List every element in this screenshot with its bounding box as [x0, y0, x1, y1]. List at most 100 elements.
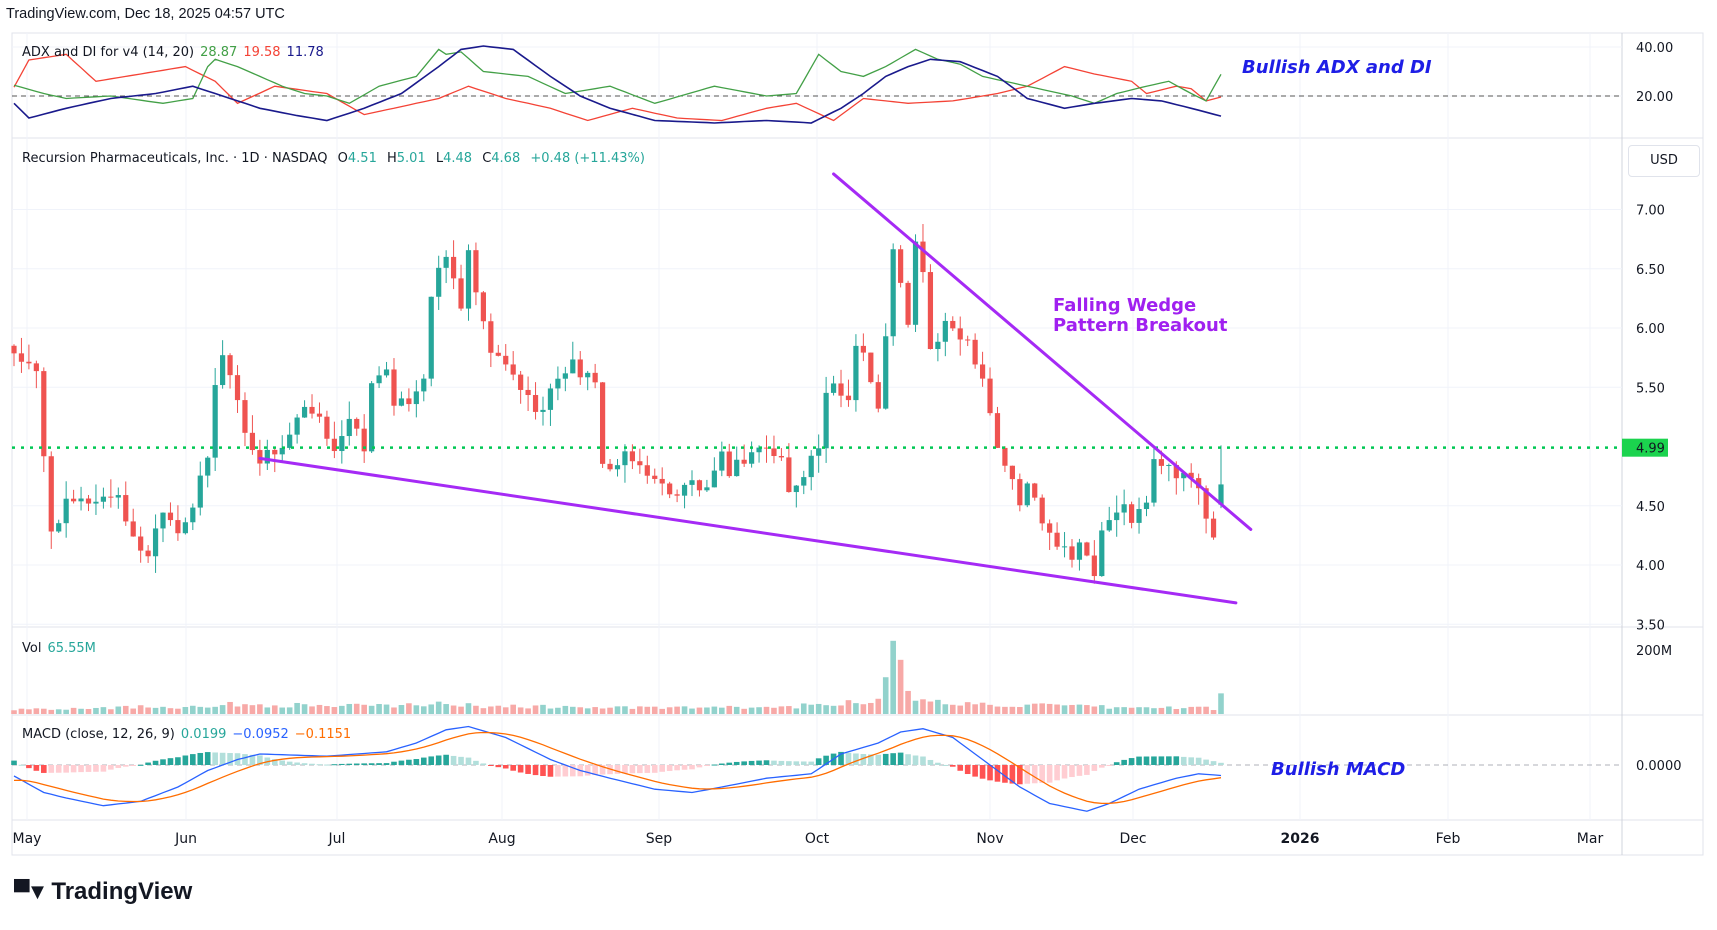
plus-di-value: 28.87 [200, 45, 238, 60]
candle-body [1151, 459, 1157, 503]
volume-bar [309, 706, 315, 714]
volume-bar [905, 690, 911, 714]
macd-histogram-bar [771, 760, 777, 765]
volume-bar [1218, 693, 1224, 714]
time-label: Sep [646, 831, 673, 847]
macd-line [13, 725, 1222, 812]
macd-histogram-bar [100, 765, 107, 772]
candle-body [234, 375, 241, 401]
macd-histogram-bar [1091, 765, 1098, 771]
candle-body [972, 339, 978, 365]
candle-body [1024, 483, 1030, 506]
macd-histogram-bar [622, 765, 628, 774]
macd-histogram-bar [368, 763, 375, 765]
volume-bar [1143, 707, 1150, 714]
volume-bar [532, 705, 539, 714]
volume-bar [525, 708, 531, 714]
volume-bar [1031, 703, 1038, 714]
volume-bar [637, 706, 643, 714]
time-label: Aug [488, 831, 515, 847]
macd-histogram-bar [1113, 762, 1120, 765]
adx-tick-label: 40.00 [1636, 41, 1673, 56]
volume-bar [704, 707, 710, 714]
macd-histogram-bar [286, 761, 293, 765]
low-value: 4.48 [443, 151, 473, 166]
macd-histogram-bar [55, 765, 62, 773]
candle-body [1143, 502, 1150, 510]
volume-bar [1203, 706, 1209, 714]
macd-histogram-bar [346, 763, 353, 765]
time-label: Nov [976, 831, 1003, 847]
macd-histogram-bar [629, 765, 636, 774]
price-tick-label: 6.50 [1636, 263, 1665, 278]
macd-histogram-bar [555, 765, 561, 777]
macd-legend[interactable]: MACD (close, 12, 26, 9) 0.0199 −0.0952 −0.1… [22, 727, 357, 742]
macd-histogram-bar [1203, 759, 1209, 765]
candle-body [1166, 464, 1172, 466]
volume-bar [130, 708, 137, 714]
volume-bar [108, 709, 114, 714]
volume-bar [301, 704, 308, 714]
volume-bar [257, 704, 263, 714]
candle-body [503, 355, 509, 365]
candle-body [11, 345, 17, 354]
candle-body [361, 428, 367, 452]
macd-pane [11, 725, 1622, 812]
adx-legend[interactable]: ADX and DI for v4 (14, 20) 28.87 19.58 11.7… [22, 45, 330, 60]
macd-histogram-bar [331, 764, 338, 766]
macd-histogram-bar [294, 762, 300, 765]
currency-button[interactable]: USD [1628, 145, 1700, 177]
macd-histogram-bar [875, 754, 882, 765]
time-label: Oct [805, 831, 830, 847]
volume-bar [450, 705, 457, 714]
macd-histogram-bar [175, 757, 181, 765]
minus-di-value: 19.58 [243, 45, 281, 60]
macd-histogram-bar [249, 754, 256, 765]
macd-histogram-bar [540, 765, 546, 777]
macd-histogram-bar [85, 765, 92, 772]
volume-bar [659, 708, 666, 714]
macd-histogram-bar [1009, 765, 1016, 784]
candle-body [823, 392, 829, 449]
adx-pane [12, 45, 1622, 124]
plus-di-line [13, 48, 1222, 105]
candle-body [979, 364, 986, 379]
candle-body [749, 452, 755, 464]
candle-body [905, 282, 911, 325]
macd-histogram-bar [756, 760, 762, 765]
macd-histogram-bar [18, 764, 25, 766]
adx-annotation[interactable]: Bullish ADX and DI [1242, 57, 1432, 78]
volume-bar [651, 706, 658, 714]
grid [11, 32, 1704, 856]
volume-bar [502, 707, 509, 714]
macd-annotation[interactable]: Bullish MACD [1271, 759, 1406, 780]
volume-legend[interactable]: Vol 65.55M [22, 641, 102, 656]
macd-histogram-bar [882, 753, 889, 765]
volume-bar [339, 705, 345, 714]
macd-histogram-bar [160, 759, 166, 765]
macd-histogram-bar [532, 765, 539, 776]
macd-histogram-bar [651, 765, 658, 773]
macd-histogram-bar [949, 765, 956, 767]
volume-bar [331, 707, 338, 714]
volume-bar [55, 709, 62, 714]
candle-body [369, 383, 375, 452]
price-legend[interactable]: Recursion Pharmaceuticals, Inc. · 1D · N… [22, 151, 651, 166]
macd-histogram-bar [808, 761, 815, 765]
macd-histogram-bar [428, 756, 435, 765]
candle-body [726, 451, 732, 477]
tradingview-logo[interactable]: ▀▼ TradingView [14, 878, 192, 906]
candle-body [681, 484, 688, 496]
wedge-annotation[interactable]: Falling Wedge Pattern Breakout [1053, 296, 1227, 336]
volume-bar [190, 705, 196, 714]
macd-histogram-bar [78, 765, 84, 773]
macd-histogram-bar [584, 765, 591, 776]
candle-body [383, 369, 390, 376]
volume-bar [1113, 707, 1120, 714]
candle-body [1061, 546, 1068, 548]
candle-body [994, 413, 1001, 448]
macd-histogram-bar [271, 759, 278, 765]
macd-histogram-bar [1173, 756, 1180, 765]
candle-body [637, 461, 643, 466]
